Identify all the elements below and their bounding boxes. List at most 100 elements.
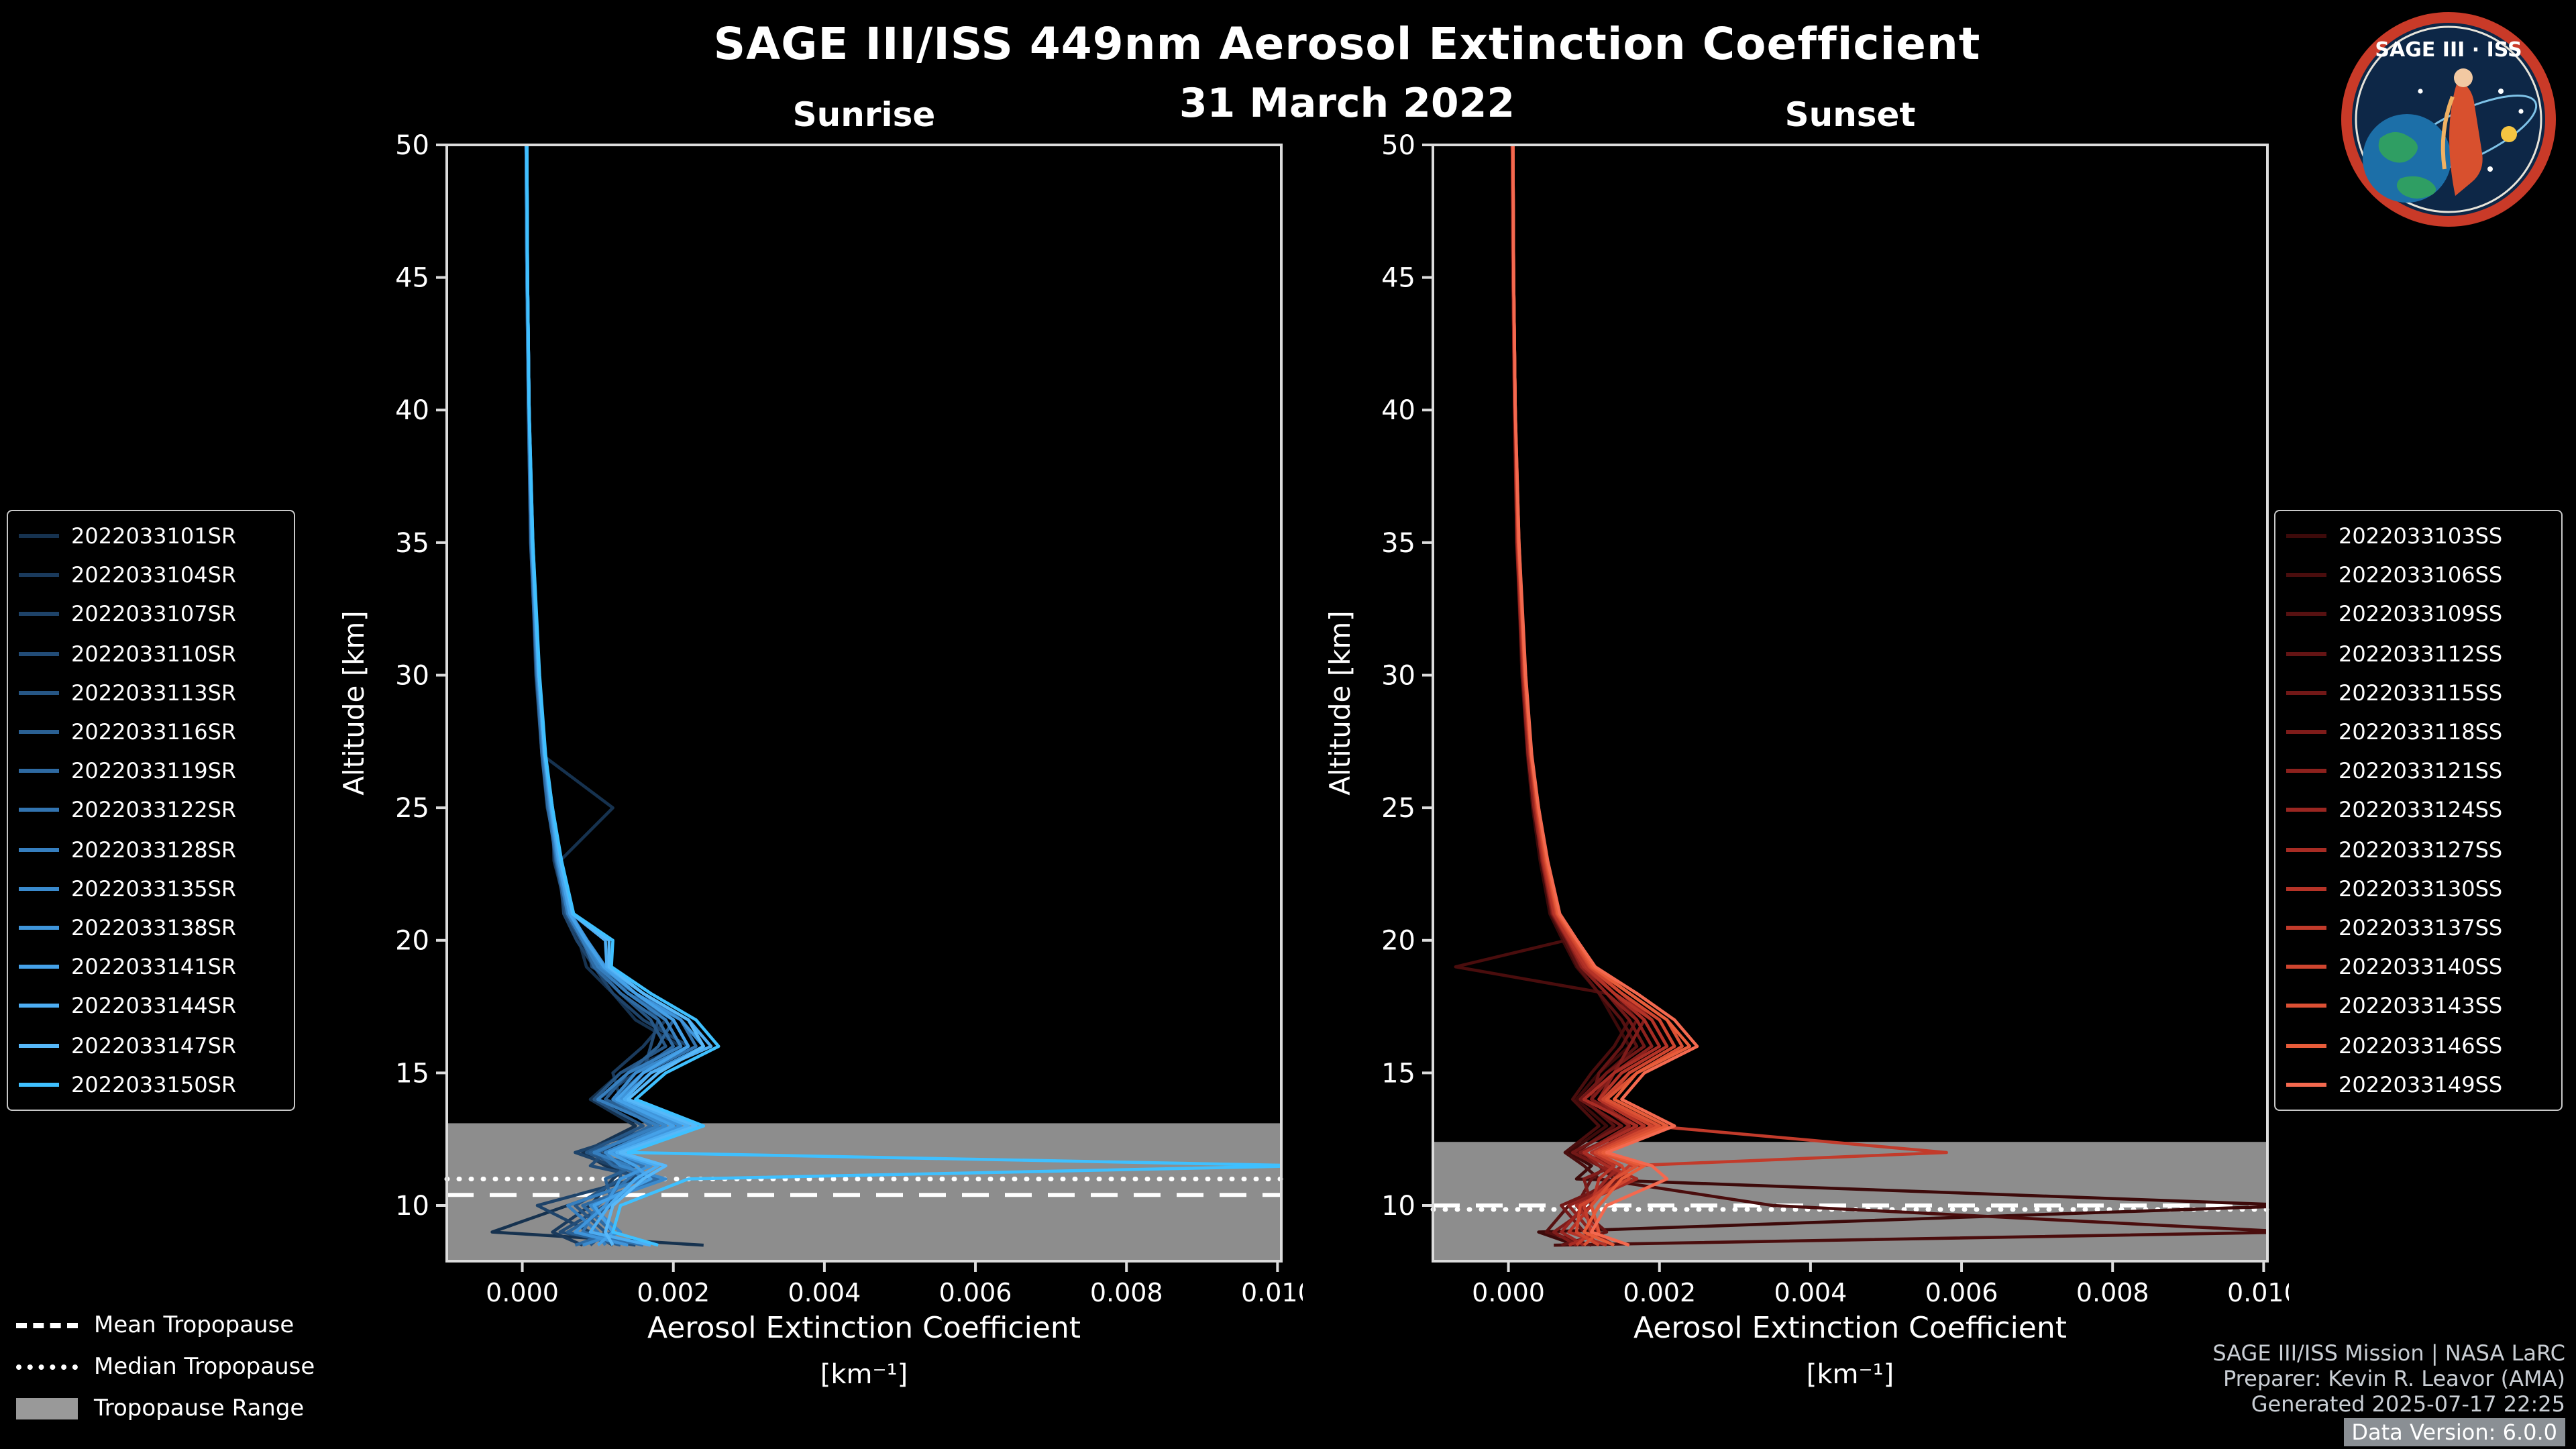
legend-item: 2022033127SS (2286, 837, 2551, 862)
sunrise-profiles (490, 145, 1281, 1247)
legend-label: 2022033119SR (71, 758, 237, 784)
sunrise-legend: 2022033101SR 2022033104SR 2022033107SR 2022… (7, 510, 295, 1111)
credit-data-version: Data Version: 6.0.0 (2343, 1418, 2565, 1446)
legend-item: 2022033140SS (2286, 954, 2551, 979)
legend-label: 2022033113SR (71, 680, 237, 706)
legend-item: 2022033116SR (19, 719, 283, 745)
y-tick-label: 25 (1381, 793, 1415, 824)
legend-item: 2022033119SR (19, 758, 283, 784)
sunset-x-axis-units: [km⁻¹] (1806, 1358, 1894, 1390)
x-tick-label: 0.002 (1623, 1278, 1696, 1307)
legend-label: 2022033115SS (2339, 680, 2503, 706)
legend-line-swatch (2286, 926, 2326, 930)
band-line-swatch (16, 1397, 78, 1419)
legend-item: 2022033103SS (2286, 523, 2551, 549)
tropopause-range-band (1433, 1142, 2267, 1261)
y-tick-label: 10 (395, 1191, 429, 1222)
legend-label: 2022033116SR (71, 719, 237, 745)
x-tick-label: 0.004 (1774, 1278, 1847, 1307)
legend-label: 2022033122SR (71, 797, 237, 823)
legend-label: 2022033101SR (71, 523, 237, 549)
profile-2022033107SR (524, 145, 690, 1247)
legend-line-swatch (19, 1043, 59, 1048)
logo-inner-ring (2355, 25, 2542, 213)
x-tick-label: 0.010 (2227, 1278, 2289, 1307)
logo-star-icon (2518, 109, 2524, 114)
logo-sun-icon (2501, 126, 2517, 142)
profile-2022033106SS (1454, 145, 2267, 1247)
legend-item: 2022033137SS (2286, 915, 2551, 941)
y-tick-label: 15 (1381, 1058, 1415, 1089)
legend-item: 2022033112SS (2286, 641, 2551, 666)
x-tick-label: 0.006 (939, 1278, 1012, 1307)
profile-2022033112SS (1510, 145, 1639, 1247)
legend-line-swatch (2286, 769, 2326, 773)
y-tick-label: 40 (395, 395, 429, 426)
legend-item: 2022033150SR (19, 1072, 283, 1097)
legend-item: 2022033147SR (19, 1032, 283, 1058)
legend-line-swatch (2286, 730, 2326, 735)
y-tick-label: 45 (395, 263, 429, 294)
logo-star-icon (2498, 89, 2504, 94)
legend-line-swatch (19, 808, 59, 812)
y-tick-label: 50 (395, 130, 429, 161)
legend-line-swatch (2286, 847, 2326, 852)
y-tick-label: 20 (395, 926, 429, 957)
legend-line-swatch (19, 847, 59, 852)
sunrise-x-axis-units: [km⁻¹] (820, 1358, 908, 1390)
legend-line-swatch (2286, 808, 2326, 812)
x-tick-label: 0.004 (788, 1278, 861, 1307)
logo-earth-land (2396, 176, 2436, 199)
sage-iii-iss-logo: SAGE III · ISS (2341, 12, 2556, 227)
legend-item: 2022033110SR (19, 641, 283, 666)
tropopause-legend-label: Mean Tropopause (94, 1311, 294, 1338)
profile-2022033101SR (490, 145, 704, 1247)
legend-label: 2022033124SS (2339, 797, 2503, 823)
credits-block: SAGE III/ISS Mission | NASA LaRC Prepare… (2212, 1340, 2565, 1446)
legend-item: 2022033146SS (2286, 1032, 2551, 1058)
y-tick-label: 20 (1381, 926, 1415, 957)
tropopause-legend-item: Tropopause Range (16, 1387, 315, 1429)
legend-item: 2022033104SR (19, 562, 283, 588)
legend-label: 2022033147SR (71, 1032, 237, 1059)
legend-item: 2022033122SR (19, 798, 283, 823)
legend-item: 2022033135SR (19, 876, 283, 902)
y-tick-label: 25 (395, 793, 429, 824)
profile-2022033150SR (525, 145, 1281, 1247)
legend-line-swatch (19, 573, 59, 578)
profile-2022033124SS (1510, 145, 1669, 1247)
legend-label: 2022033130SS (2339, 875, 2503, 902)
legend-label: 2022033127SS (2339, 837, 2503, 863)
legend-label: 2022033137SS (2339, 915, 2503, 941)
legend-line-swatch (2286, 965, 2326, 969)
profile-2022033141SR (525, 145, 690, 1246)
legend-label: 2022033106SS (2339, 562, 2503, 588)
x-tick-label: 0.008 (1090, 1278, 1163, 1307)
y-tick-label: 30 (1381, 660, 1415, 691)
legend-label: 2022033109SS (2339, 601, 2503, 627)
legend-line-swatch (19, 769, 59, 773)
y-tick-label: 45 (1381, 263, 1415, 294)
sunset-plot: 10 15 20 25 30 35 40 45 50 0.000 0.002 0.004 0.006 0.… (1381, 130, 2289, 1307)
legend-line-swatch (19, 926, 59, 930)
sunrise-y-axis-label: Altitude [km] (338, 610, 370, 796)
profile-2022033135SR (525, 145, 690, 1247)
legend-line-swatch (19, 965, 59, 969)
legend-label: 2022033104SR (71, 562, 237, 588)
sunset-profiles (1454, 145, 2267, 1247)
legend-item: 2022033128SR (19, 837, 283, 862)
legend-line-swatch (2286, 612, 2326, 616)
plot-frame (1432, 144, 2269, 1263)
tropopause-legend: Mean Tropopause Median Tropopause Tropopau… (16, 1304, 315, 1429)
logo-figure-head (2454, 68, 2473, 87)
y-tick-label: 15 (395, 1058, 429, 1089)
sunrise-plot: 10 15 20 25 30 35 40 45 50 0.000 0.002 0.004 0.006 0.… (395, 130, 1303, 1307)
legend-line-swatch (19, 651, 59, 656)
legend-item: 2022033107SR (19, 602, 283, 627)
legend-line-swatch (2286, 690, 2326, 695)
tropopause-legend-item: Median Tropopause (16, 1346, 315, 1387)
legend-item: 2022033115SS (2286, 680, 2551, 706)
plot-frame (445, 144, 1283, 1263)
legend-line-swatch (2286, 573, 2326, 578)
